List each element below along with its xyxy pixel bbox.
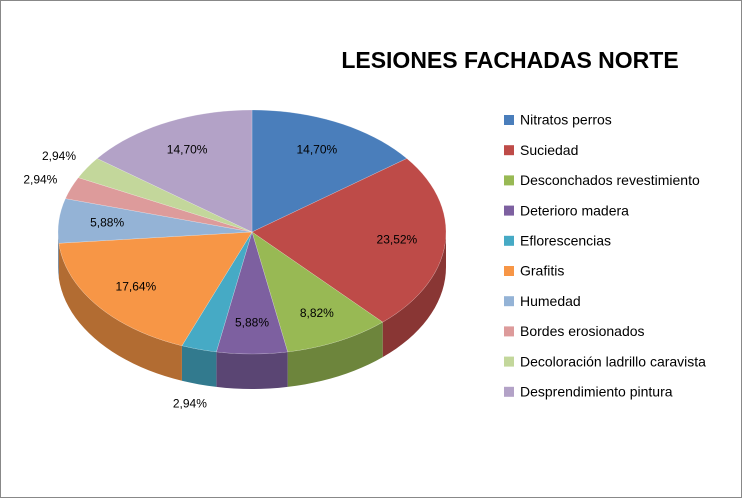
slice [57,198,253,244]
legend-label: Grafitis [520,263,564,279]
data-label: 2,94% [23,173,57,187]
slice-side [216,351,288,389]
slice [251,109,408,233]
legend-swatch [504,175,514,186]
legend-swatch [504,205,514,216]
data-label: 2,94% [42,149,76,163]
legend-swatch [504,145,514,156]
legend-swatch [504,235,514,246]
data-label: 2,94% [173,396,207,410]
data-label: 8,82% [300,306,334,320]
slice-side [287,322,383,387]
data-label: 14,70% [297,142,338,156]
legend-swatch [504,266,514,276]
legend-swatch [504,326,514,337]
legend-label: Eflorescencias [520,233,611,249]
data-label: 5,88% [235,316,269,330]
legend-swatch [504,296,514,307]
data-label: 17,64% [116,279,157,293]
slice-side [58,232,59,279]
slice [251,231,384,353]
legend-label: Desconchados revestimiento [520,172,700,188]
chart-title: LESIONES FACHADAS NORTE [341,47,678,73]
legend-label: Suciedad [520,142,578,158]
data-label: 14,70% [167,142,208,156]
slice [96,109,253,233]
legend-swatch [504,115,514,125]
legend-label: Bordes erosionados [520,323,645,339]
legend-swatch [504,356,514,367]
legend-label: Humedad [520,293,581,309]
data-label: 23,52% [377,233,418,247]
legend-label: Decoloración ladrillo caravista [520,353,706,369]
slice [251,158,447,323]
slice-side [181,345,217,387]
data-label: 5,88% [90,216,124,230]
legend-label: Nitratos perros [520,112,612,128]
slice-side [382,232,446,358]
legend-swatch [504,386,514,397]
legend-label: Deterioro madera [520,202,629,218]
slice-side [58,243,182,381]
slice [216,231,288,355]
legend-label: Desprendimiento pintura [520,384,673,400]
slice [58,231,253,347]
